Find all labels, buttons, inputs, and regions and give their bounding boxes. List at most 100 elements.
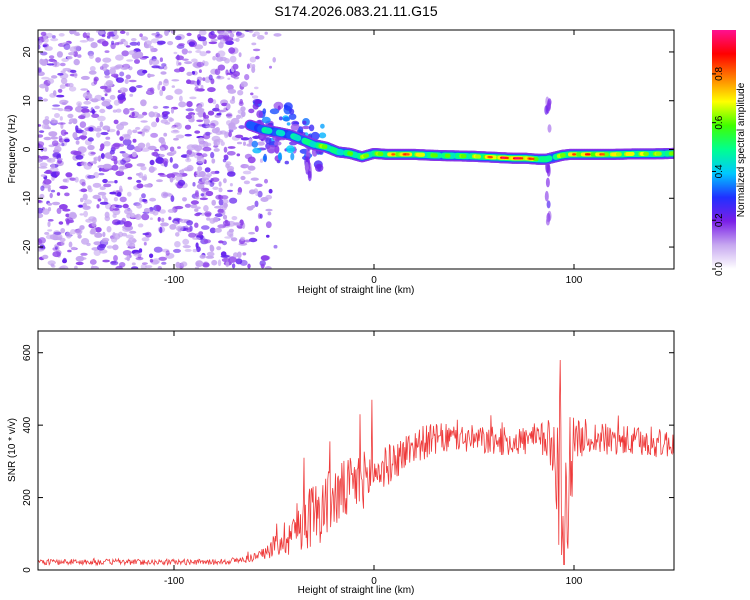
noise-speckle	[182, 245, 191, 249]
noise-speckle	[268, 188, 273, 194]
noise-speckle	[50, 136, 59, 140]
noise-speckle	[62, 208, 71, 212]
noise-speckle	[38, 44, 41, 50]
noise-speckle	[175, 232, 180, 237]
noise-speckle	[191, 58, 198, 63]
noise-speckle	[57, 88, 63, 93]
transition-blob	[283, 102, 293, 111]
noise-speckle	[75, 261, 84, 266]
noise-speckle	[151, 33, 157, 36]
noise-speckle	[150, 132, 159, 138]
noise-speckle	[50, 263, 55, 267]
noise-speckle	[99, 121, 104, 128]
noise-speckle	[54, 246, 58, 250]
noise-speckle	[162, 79, 170, 87]
noise-speckle	[211, 158, 216, 164]
noise-speckle	[243, 141, 246, 146]
noise-speckle	[196, 119, 204, 123]
noise-speckle	[116, 77, 124, 83]
noise-speckle	[174, 88, 183, 95]
noise-speckle	[237, 89, 244, 96]
noise-speckle	[100, 143, 105, 150]
noise-speckle	[178, 101, 187, 108]
noise-speckle	[101, 96, 105, 101]
noise-speckle	[162, 158, 169, 165]
noise-speckle	[248, 231, 256, 235]
noise-speckle	[75, 140, 80, 145]
noise-speckle	[52, 235, 57, 241]
noise-speckle	[140, 263, 147, 269]
noise-speckle	[82, 92, 92, 99]
noise-speckle	[87, 188, 93, 193]
noise-speckle	[39, 83, 47, 89]
noise-speckle	[228, 125, 238, 130]
noise-speckle	[220, 141, 225, 147]
ridge-segment	[293, 134, 302, 142]
y-tick-label: 20	[22, 46, 33, 58]
noise-speckle	[47, 219, 54, 222]
transition-blob	[254, 99, 263, 104]
noise-speckle	[196, 170, 201, 175]
noise-speckle	[79, 121, 87, 128]
noise-speckle	[149, 159, 155, 166]
noise-speckle	[64, 192, 70, 197]
noise-speckle	[47, 202, 53, 206]
noise-speckle	[43, 137, 51, 140]
noise-speckle	[161, 63, 167, 67]
noise-speckle	[92, 194, 101, 200]
snr-y-label: SNR (10 * v/v)	[7, 418, 18, 482]
transition-blob	[320, 123, 325, 129]
noise-speckle	[162, 106, 170, 109]
noise-speckle	[80, 197, 84, 203]
noise-speckle	[192, 182, 196, 187]
noise-speckle	[161, 85, 166, 92]
snr-background	[38, 331, 674, 570]
noise-speckle	[65, 172, 73, 178]
noise-speckle	[144, 40, 152, 46]
noise-speckle	[228, 256, 237, 263]
noise-speckle	[203, 118, 210, 125]
noise-speckle	[106, 245, 113, 249]
noise-speckle	[237, 192, 242, 195]
noise-speckle	[38, 124, 42, 127]
noise-speckle	[168, 216, 172, 221]
noise-speckle	[170, 30, 176, 34]
noise-speckle	[265, 221, 272, 229]
transition-blob	[265, 137, 272, 145]
noise-speckle	[63, 108, 71, 112]
noise-speckle	[131, 38, 137, 42]
noise-speckle	[99, 30, 105, 35]
noise-speckle	[181, 48, 188, 55]
noise-speckle	[140, 36, 149, 41]
noise-speckle	[70, 69, 77, 73]
noise-speckle	[260, 263, 265, 269]
noise-speckle	[214, 68, 221, 76]
noise-speckle	[132, 138, 137, 143]
noise-speckle	[153, 111, 159, 118]
noise-speckle	[43, 147, 48, 152]
noise-speckle	[247, 165, 256, 171]
noise-speckle	[143, 125, 151, 131]
noise-speckle	[196, 88, 205, 92]
y-tick-label: 600	[22, 344, 33, 361]
noise-speckle	[147, 145, 157, 151]
noise-speckle	[238, 101, 244, 107]
noise-speckle	[206, 217, 211, 221]
noise-speckle	[100, 153, 105, 159]
noise-speckle	[226, 120, 232, 126]
noise-speckle	[161, 191, 169, 199]
noise-speckle	[141, 262, 148, 265]
noise-speckle	[169, 224, 177, 230]
noise-speckle	[182, 58, 189, 61]
noise-speckle	[69, 177, 77, 181]
noise-speckle	[239, 219, 244, 226]
noise-speckle	[38, 238, 43, 246]
noise-speckle	[236, 141, 243, 145]
noise-speckle	[91, 113, 100, 119]
noise-speckle	[137, 41, 141, 46]
noise-speckle	[96, 30, 101, 33]
noise-speckle	[145, 265, 153, 269]
noise-speckle	[89, 66, 96, 72]
noise-speckle	[122, 203, 129, 209]
noise-speckle	[120, 38, 126, 43]
